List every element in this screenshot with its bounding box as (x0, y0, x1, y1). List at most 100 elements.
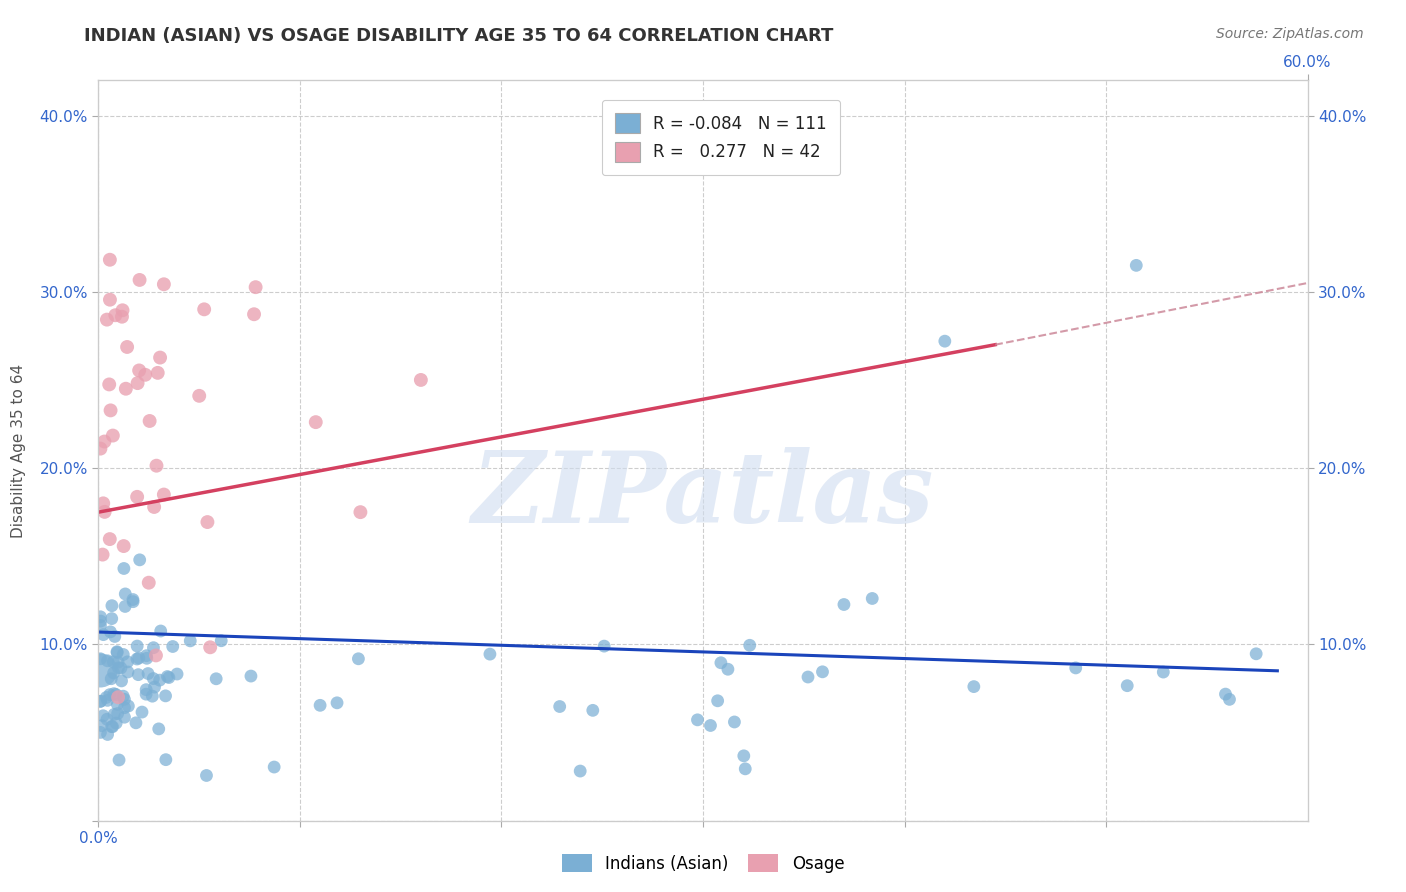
Point (245, 280, 267, 294)
Point (1064, 661, 1087, 675)
Point (142, 672, 165, 686)
Point (105, 646, 128, 660)
Point (138, 414, 160, 428)
Point (243, 307, 266, 321)
Point (96, 690, 118, 705)
Point (1244, 647, 1267, 661)
Point (89, 442, 111, 456)
Point (112, 689, 135, 703)
Point (104, 688, 127, 702)
Point (146, 366, 169, 380)
Point (347, 652, 370, 666)
Point (91, 496, 114, 510)
Point (107, 655, 129, 669)
Point (734, 762, 756, 776)
Point (738, 638, 761, 652)
Point (100, 624, 122, 639)
Point (110, 661, 132, 675)
Point (195, 768, 218, 782)
Point (832, 598, 855, 612)
Point (145, 458, 167, 473)
Text: INDIAN (ASIAN) VS OSAGE DISABILITY AGE 35 TO 64 CORRELATION CHART: INDIAN (ASIAN) VS OSAGE DISABILITY AGE 3… (84, 27, 834, 45)
Point (723, 714, 745, 729)
Point (706, 694, 728, 708)
Point (125, 652, 148, 666)
Point (305, 415, 328, 429)
Point (103, 655, 125, 669)
Point (1116, 679, 1139, 693)
Point (148, 722, 170, 736)
Point (569, 764, 592, 778)
Point (122, 595, 145, 609)
Point (145, 648, 167, 663)
Legend: Indians (Asian), Osage: Indians (Asian), Osage (555, 847, 851, 880)
Point (128, 363, 150, 377)
Point (205, 672, 228, 686)
Point (112, 648, 135, 662)
Point (100, 672, 122, 686)
Point (811, 665, 834, 679)
Point (98, 532, 121, 546)
Point (138, 575, 160, 590)
Point (107, 706, 129, 721)
Point (112, 539, 135, 553)
Point (733, 748, 755, 763)
Point (860, 591, 883, 606)
Point (90, 719, 112, 733)
Point (188, 389, 211, 403)
Point (127, 667, 149, 681)
Point (101, 720, 124, 734)
Point (115, 340, 138, 354)
Point (156, 669, 179, 683)
Point (125, 715, 148, 730)
Point (149, 624, 172, 638)
Point (934, 334, 956, 348)
Point (127, 376, 149, 391)
Point (96, 312, 118, 326)
Point (699, 718, 721, 732)
Point (105, 698, 128, 712)
Point (117, 699, 139, 714)
Point (128, 651, 150, 665)
Point (89, 618, 111, 632)
Point (1215, 687, 1237, 701)
Point (104, 308, 127, 322)
Point (111, 310, 134, 324)
Point (263, 760, 285, 774)
Point (100, 403, 122, 417)
Point (101, 428, 124, 442)
Point (193, 302, 215, 317)
Point (89, 694, 111, 708)
Point (108, 753, 131, 767)
Point (105, 716, 128, 731)
Point (89, 609, 111, 624)
Point (128, 273, 150, 287)
Text: Source: ZipAtlas.com: Source: ZipAtlas.com (1216, 27, 1364, 41)
Point (155, 753, 177, 767)
Point (114, 710, 136, 724)
Text: ZIPatlas: ZIPatlas (472, 447, 934, 543)
Point (89, 694, 111, 708)
Point (107, 661, 129, 675)
Point (153, 277, 176, 292)
Point (96, 712, 118, 726)
Point (309, 698, 332, 713)
Point (157, 671, 180, 685)
Point (149, 351, 172, 365)
Point (127, 490, 149, 504)
Point (100, 611, 122, 625)
Point (122, 592, 145, 607)
Point (117, 655, 139, 669)
Point (112, 561, 135, 575)
Point (98, 688, 121, 702)
Point (105, 645, 128, 659)
Point (131, 705, 153, 719)
Point (1125, 259, 1147, 273)
Point (153, 487, 176, 501)
Point (96, 654, 118, 668)
Point (349, 505, 371, 519)
Legend: R = -0.084   N = 111, R =   0.277   N = 42: R = -0.084 N = 111, R = 0.277 N = 42 (602, 100, 841, 176)
Point (114, 599, 136, 614)
Point (710, 656, 733, 670)
Point (128, 553, 150, 567)
